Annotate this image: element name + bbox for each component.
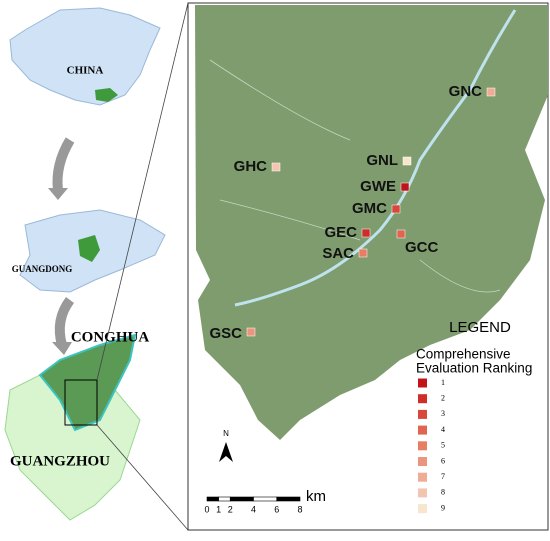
legend-swatch (418, 441, 427, 451)
conghua-label: CONGHUA (71, 329, 150, 345)
legend-swatch (418, 488, 427, 498)
legend-title: LEGEND (449, 319, 511, 336)
site-label: GEC (324, 224, 357, 241)
site-marker (396, 229, 406, 239)
legend-swatch (418, 378, 427, 388)
site-marker (391, 204, 401, 214)
arrow-head (52, 342, 72, 355)
scale-label: 6 (274, 504, 279, 514)
scale-label: 8 (297, 504, 302, 514)
site-label: GCC (405, 239, 439, 256)
north-label: N (223, 429, 229, 438)
legend-rank: 5 (441, 441, 445, 450)
legend-subtitle: Comprehensive (416, 347, 511, 362)
legend-rank: 7 (441, 472, 445, 481)
site-marker (486, 87, 496, 97)
site-marker (361, 228, 371, 238)
zoom-line (96, 2, 189, 381)
guangdong-label: GUANGDONG (12, 264, 73, 274)
legend-swatch (418, 394, 427, 404)
river (234, 9, 517, 307)
zoom-line (96, 424, 189, 531)
site-marker (271, 162, 281, 172)
site-marker (358, 248, 368, 258)
legend-swatch (418, 425, 427, 435)
scale-segment (206, 496, 219, 502)
site-marker (246, 327, 256, 337)
legend-swatch (418, 472, 427, 482)
scale-segment (253, 496, 278, 502)
arrow-head (48, 188, 68, 200)
china-shape (9, 7, 161, 106)
scale-segment (276, 496, 301, 502)
site-label: GMC (352, 200, 387, 217)
arrow (54, 297, 75, 347)
legend-swatch (418, 504, 427, 514)
north-arrow (219, 442, 233, 462)
zoom-box (64, 379, 98, 426)
legend-rank: 6 (441, 456, 445, 465)
legend-rank: 9 (441, 503, 445, 512)
site-label: GWE (360, 178, 396, 195)
site-label: GSC (209, 325, 242, 342)
scale-label: 1 (216, 504, 221, 514)
scale-segment (229, 496, 254, 502)
scale-label: 2 (228, 504, 233, 514)
scale-segment (218, 496, 231, 502)
site-label: SAC (322, 245, 354, 262)
site-label: GNL (366, 152, 398, 169)
arrow (52, 137, 75, 191)
scale-unit: km (306, 488, 326, 505)
site-marker (402, 156, 412, 166)
china-label: CHINA (67, 65, 104, 77)
legend-swatch (418, 409, 427, 419)
site-label: GHC (234, 158, 268, 175)
legend-rank: 3 (441, 409, 445, 418)
conghua-terrain (195, 5, 548, 440)
legend-rank: 8 (441, 488, 445, 497)
legend-rank: 2 (441, 394, 445, 403)
conghua-shape (38, 333, 137, 432)
legend-rank: 4 (441, 425, 445, 434)
legend-swatch (418, 457, 427, 466)
site-label: GNC (449, 83, 483, 100)
site-marker (400, 182, 410, 192)
legend-rank: 1 (441, 378, 445, 387)
guangdong-highlight (95, 88, 118, 102)
guangzhou-label: GUANGZHOU (10, 453, 110, 469)
scale-label: 4 (251, 504, 256, 514)
scale-label: 0 (204, 504, 209, 514)
guangzhou-highlight (78, 235, 100, 262)
legend-subtitle: Evaluation Ranking (416, 361, 532, 376)
roads (209, 59, 501, 293)
